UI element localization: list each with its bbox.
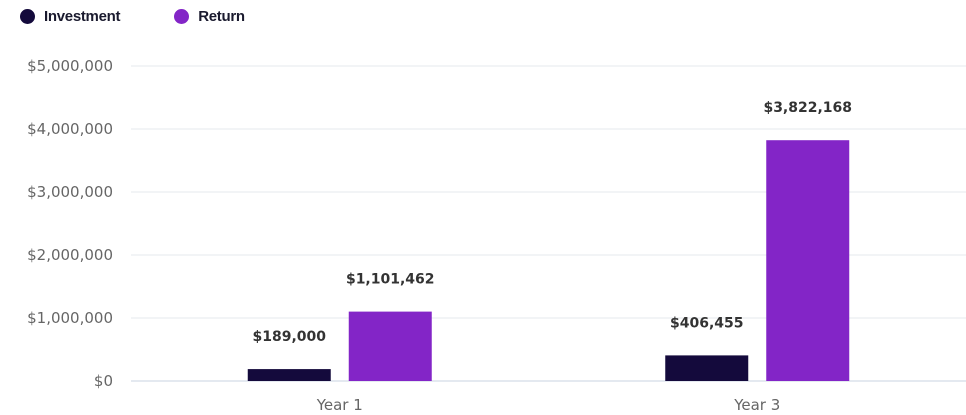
y-tick-label: $2,000,000 [27, 246, 113, 264]
x-tick-label: Year 3 [733, 396, 780, 414]
y-tick-label: $5,000,000 [27, 57, 113, 75]
legend-swatch-return [174, 9, 190, 24]
legend-item-return[interactable]: Return [174, 8, 245, 25]
data-label: $3,822,168 [763, 100, 852, 116]
chart-legend: Investment Return [20, 8, 245, 25]
legend-swatch-investment [20, 9, 35, 24]
y-tick-label: $0 [94, 372, 113, 390]
bar-investment-year-3[interactable] [665, 355, 749, 381]
y-tick-label: $4,000,000 [27, 120, 113, 138]
data-label: $1,101,462 [346, 272, 435, 288]
y-tick-label: $1,000,000 [27, 309, 113, 327]
bar-investment-year-1[interactable] [247, 369, 331, 381]
bar-return-year-1[interactable] [348, 311, 432, 381]
bar-return-year-3[interactable] [766, 140, 850, 381]
data-label: $189,000 [252, 329, 326, 345]
y-tick-label: $3,000,000 [27, 183, 113, 201]
legend-label-investment: Investment [44, 8, 121, 25]
legend-label-return: Return [198, 8, 245, 25]
data-label: $406,455 [670, 315, 744, 331]
legend-item-investment[interactable]: Investment [20, 8, 121, 25]
x-tick-label: Year 1 [316, 396, 363, 414]
